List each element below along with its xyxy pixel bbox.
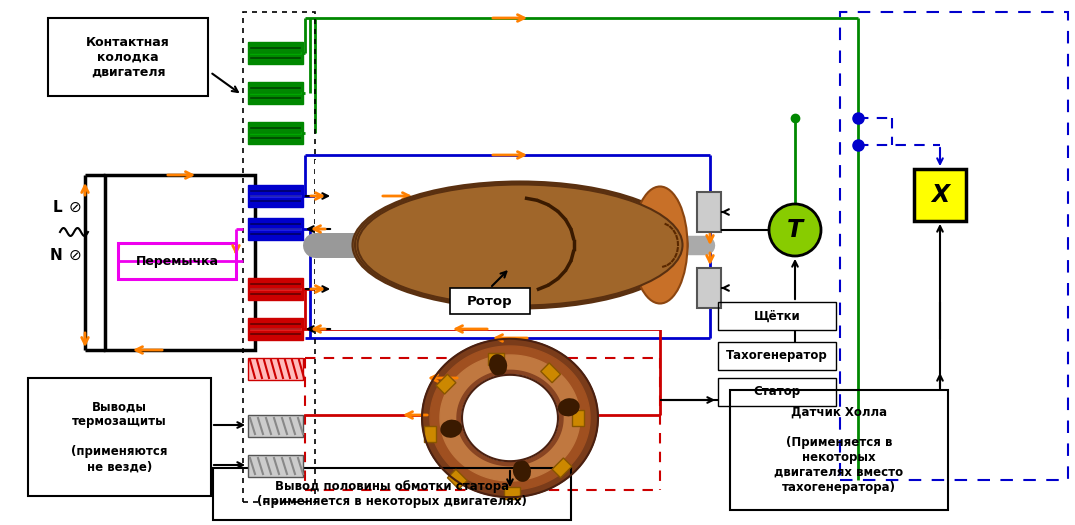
Ellipse shape bbox=[632, 186, 688, 303]
Bar bbox=[718, 302, 836, 330]
Bar bbox=[718, 378, 836, 406]
Ellipse shape bbox=[441, 419, 462, 438]
Bar bbox=[436, 374, 456, 394]
Ellipse shape bbox=[358, 184, 683, 306]
Bar bbox=[248, 278, 303, 300]
Circle shape bbox=[769, 204, 821, 256]
Bar bbox=[118, 243, 236, 279]
Bar bbox=[840, 12, 1067, 480]
Ellipse shape bbox=[489, 354, 507, 376]
Text: N: N bbox=[49, 247, 62, 262]
Bar bbox=[697, 268, 721, 308]
Bar bbox=[488, 353, 504, 365]
Polygon shape bbox=[462, 375, 558, 461]
Text: Вывод половины обмотки статора
(применяется в некоторых двигателях): Вывод половины обмотки статора (применяе… bbox=[257, 480, 527, 508]
Bar bbox=[105, 175, 255, 350]
Bar bbox=[541, 363, 560, 383]
Text: X: X bbox=[931, 183, 949, 207]
Text: ⊘: ⊘ bbox=[69, 200, 82, 215]
Text: ⊘: ⊘ bbox=[69, 247, 82, 262]
Bar bbox=[572, 410, 584, 426]
Ellipse shape bbox=[355, 183, 685, 307]
Bar bbox=[248, 42, 303, 64]
Text: Щётки: Щётки bbox=[754, 310, 801, 322]
Text: Выводы
термозащиты

(применяются
не везде): Выводы термозащиты (применяются не везде… bbox=[71, 401, 168, 474]
Bar bbox=[213, 468, 571, 520]
Bar bbox=[248, 455, 303, 477]
Bar bbox=[424, 426, 436, 442]
Bar bbox=[447, 469, 468, 489]
Polygon shape bbox=[440, 355, 580, 481]
Bar bbox=[730, 390, 948, 510]
Bar bbox=[248, 122, 303, 144]
Bar bbox=[248, 82, 303, 104]
Text: Ротор: Ротор bbox=[468, 295, 513, 308]
Bar bbox=[914, 169, 966, 221]
Text: Тахогенератор: Тахогенератор bbox=[726, 350, 828, 362]
Bar bbox=[248, 218, 303, 240]
Bar bbox=[450, 288, 530, 314]
Bar bbox=[28, 378, 211, 496]
Polygon shape bbox=[430, 346, 590, 490]
Bar bbox=[315, 160, 705, 330]
Bar bbox=[553, 458, 572, 478]
Polygon shape bbox=[457, 370, 563, 466]
Text: Перемычка: Перемычка bbox=[135, 255, 218, 268]
Text: Статор: Статор bbox=[754, 385, 801, 398]
Ellipse shape bbox=[558, 398, 579, 416]
Bar bbox=[248, 415, 303, 437]
Bar bbox=[243, 12, 315, 502]
Polygon shape bbox=[422, 339, 598, 497]
Bar bbox=[248, 185, 303, 207]
Text: T: T bbox=[787, 218, 803, 242]
Ellipse shape bbox=[513, 460, 531, 482]
Bar bbox=[718, 342, 836, 370]
Text: Контактная
колодка
двигателя: Контактная колодка двигателя bbox=[86, 36, 170, 79]
Bar bbox=[248, 358, 303, 380]
Text: L: L bbox=[53, 200, 62, 215]
Text: Датчик Холла

(Применяется в
некоторых
двигателях вместо
тахогенератора): Датчик Холла (Применяется в некоторых дв… bbox=[774, 406, 904, 494]
Bar bbox=[504, 487, 520, 499]
Bar bbox=[48, 18, 207, 96]
Bar bbox=[697, 192, 721, 232]
Ellipse shape bbox=[353, 182, 688, 309]
Bar bbox=[248, 318, 303, 340]
